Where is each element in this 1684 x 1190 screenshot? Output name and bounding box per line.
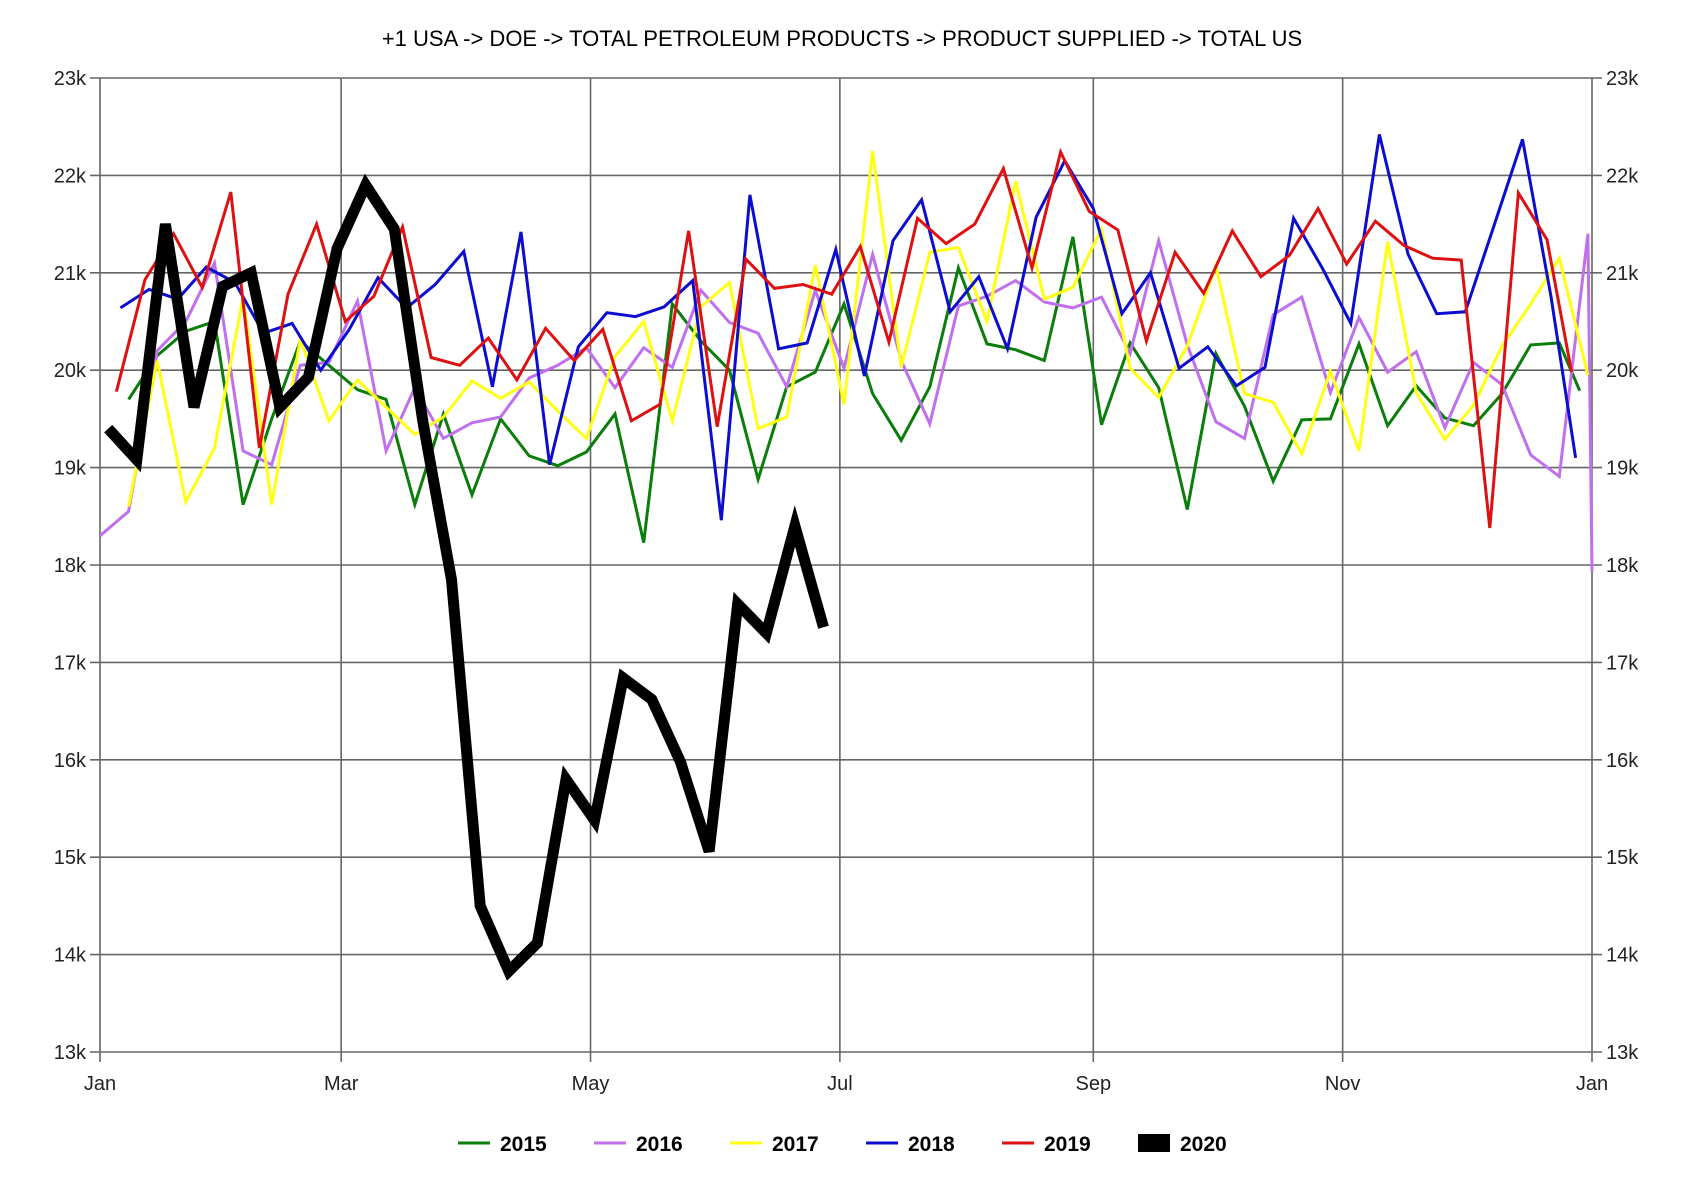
legend-label-2020: 2020 [1180,1133,1227,1156]
legend-label-2019: 2019 [1044,1133,1091,1156]
y-tick-label-right: 15k [1606,847,1639,869]
legend-label-2017: 2017 [772,1133,819,1156]
x-tick-label: Jan [84,1073,116,1095]
y-tick-label-left: 15k [54,847,87,869]
legend-label-2018: 2018 [908,1133,955,1156]
right-y-axis: 13k 14k 15k 16k 17k 18k 19k 20k 21k 22k 23k [1606,68,1639,1064]
legend: 2015 2016 2017 2018 2019 2020 [458,1133,1227,1156]
y-tick-label-right: 16k [1606,750,1639,772]
y-tick-label-left: 23k [54,68,87,90]
legend-swatch-2020 [1138,1134,1170,1152]
y-tick-label-right: 23k [1606,68,1639,90]
series-line-2020 [104,173,829,981]
y-tick-label-left: 14k [54,945,87,967]
legend-label-2015: 2015 [500,1133,547,1156]
chart-title: +1 USA -> DOE -> TOTAL PETROLEUM PRODUCT… [382,26,1302,51]
y-tick-label-left: 22k [54,165,87,187]
series-line-2017 [127,150,1590,507]
y-tick-label-left: 16k [54,750,87,772]
y-tick-label-left: 21k [54,263,87,285]
legend-label-2016: 2016 [636,1133,683,1156]
y-tick-label-left: 17k [54,652,87,674]
x-tick-label: Jan [1576,1073,1608,1095]
left-y-axis: 13k 14k 15k 16k 17k 18k 19k 20k 21k 22k 23k [54,68,87,1064]
y-tick-label-right: 17k [1606,652,1639,674]
series-line-2016 [99,233,1594,572]
x-tick-label: Nov [1325,1073,1361,1095]
series-line-2019 [114,147,1574,529]
y-tick-label-left: 13k [54,1042,87,1064]
horizontal-gridlines [90,77,1602,1053]
y-tick-label-left: 19k [54,458,87,480]
y-tick-label-right: 14k [1606,945,1639,967]
y-tick-label-right: 13k [1606,1042,1639,1064]
y-tick-label-right: 21k [1606,263,1639,285]
series-line-2015 [127,236,1582,543]
x-tick-label: Jul [827,1073,853,1095]
x-tick-label: Sep [1076,1073,1112,1095]
y-tick-label-right: 18k [1606,555,1639,577]
y-tick-label-right: 22k [1606,165,1639,187]
x-tick-label: Mar [324,1073,359,1095]
vertical-gridlines [99,78,1593,1062]
y-tick-label-right: 19k [1606,458,1639,480]
series-line-2018 [119,134,1578,521]
x-tick-label: May [572,1073,610,1095]
x-axis: Jan Mar May Jul Sep Nov Jan [84,1073,1608,1095]
y-tick-label-left: 18k [54,555,87,577]
y-tick-label-right: 20k [1606,360,1639,382]
series-lines [99,134,1594,981]
y-tick-label-left: 20k [54,360,87,382]
